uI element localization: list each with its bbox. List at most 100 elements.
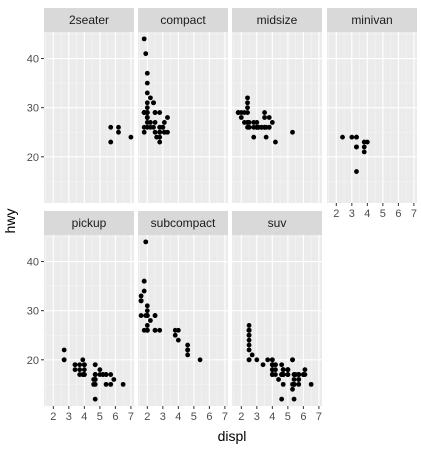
data-point xyxy=(300,372,306,377)
data-point xyxy=(262,110,267,115)
data-point xyxy=(280,381,286,387)
data-point xyxy=(108,124,114,130)
data-point xyxy=(291,396,297,402)
data-point xyxy=(152,120,158,125)
data-point xyxy=(251,134,257,140)
data-point xyxy=(246,323,252,328)
data-point xyxy=(141,129,147,135)
data-point xyxy=(349,134,355,140)
data-point xyxy=(291,381,297,387)
facet-panel-minivan: minivan 2 3 4 5 6 7 xyxy=(327,8,417,220)
facet-panel-2seater: 2seater 20 30 40 xyxy=(27,8,134,203)
data-point xyxy=(148,318,153,323)
data-point xyxy=(263,134,269,140)
x-tick-label: 2 xyxy=(333,208,339,220)
data-point xyxy=(249,352,255,358)
panel-background xyxy=(44,235,134,406)
data-point xyxy=(91,381,97,387)
data-point xyxy=(285,372,291,377)
data-point xyxy=(245,95,250,101)
data-point xyxy=(157,139,163,145)
panel-background xyxy=(232,32,322,203)
x-tick-label: 4 xyxy=(269,411,275,423)
data-point xyxy=(144,313,150,318)
data-point xyxy=(92,396,98,402)
x-tick-label: 7 xyxy=(128,411,134,423)
facet-strip-label: suv xyxy=(268,216,287,230)
data-point xyxy=(77,367,83,373)
data-point xyxy=(116,129,121,135)
data-point xyxy=(293,372,299,377)
data-point xyxy=(246,332,252,338)
panel-background xyxy=(138,235,228,406)
data-point xyxy=(81,372,87,377)
data-point xyxy=(172,332,178,338)
data-point xyxy=(61,357,67,363)
data-point xyxy=(144,105,150,111)
data-point xyxy=(254,357,260,363)
x-tick-label: 2 xyxy=(50,411,56,423)
x-tick-label: 7 xyxy=(411,208,417,220)
data-point xyxy=(138,313,144,318)
data-point xyxy=(246,342,252,348)
data-point xyxy=(108,139,114,145)
data-point xyxy=(165,129,170,135)
y-tick-label: 40 xyxy=(27,257,39,269)
data-point xyxy=(152,327,158,333)
data-point xyxy=(245,105,250,111)
facet-panel-suv: suv 2 3 4 5 6 7 xyxy=(232,211,322,423)
x-tick-label: 5 xyxy=(97,411,103,423)
data-point xyxy=(141,288,147,294)
data-point xyxy=(116,124,121,130)
x-tick-label: 3 xyxy=(160,411,166,423)
data-point xyxy=(361,144,367,150)
y-tick-label: 30 xyxy=(27,103,39,115)
facet-strip-label: pickup xyxy=(72,216,107,230)
data-point xyxy=(154,134,160,140)
data-point xyxy=(279,362,285,368)
data-point xyxy=(144,323,150,328)
data-point xyxy=(103,381,109,387)
data-point xyxy=(262,124,267,130)
facet-strip xyxy=(138,8,228,32)
data-point xyxy=(285,367,291,373)
x-tick-label: 4 xyxy=(364,208,370,220)
data-point xyxy=(144,90,150,96)
y-tick-label: 20 xyxy=(27,355,39,367)
data-point xyxy=(260,362,266,368)
x-tick-label: 7 xyxy=(316,411,322,423)
data-point xyxy=(273,139,278,145)
data-point xyxy=(72,362,78,368)
data-point xyxy=(251,120,257,125)
data-point xyxy=(266,124,272,130)
x-tick-label: 4 xyxy=(175,411,181,423)
data-point xyxy=(238,110,244,115)
data-point xyxy=(141,327,147,333)
data-point xyxy=(165,115,170,120)
data-point xyxy=(290,129,295,135)
data-point xyxy=(72,367,78,373)
x-tick-label: 5 xyxy=(285,411,291,423)
data-point xyxy=(273,362,278,368)
panel-background xyxy=(44,32,134,203)
x-tick-label: 6 xyxy=(112,411,118,423)
data-point xyxy=(151,124,156,130)
data-point xyxy=(185,347,191,353)
data-point xyxy=(143,239,149,245)
data-point xyxy=(296,377,302,382)
data-point xyxy=(246,120,252,125)
data-point xyxy=(246,357,252,363)
data-point xyxy=(354,134,359,140)
data-point xyxy=(245,100,250,106)
data-point xyxy=(160,124,166,130)
data-point xyxy=(265,357,271,363)
data-point xyxy=(280,367,286,373)
data-point xyxy=(276,377,281,382)
data-point xyxy=(80,357,86,363)
data-point xyxy=(266,115,272,120)
x-tick-label: 4 xyxy=(81,411,87,423)
x-tick-label: 6 xyxy=(206,411,212,423)
data-point xyxy=(92,362,98,368)
